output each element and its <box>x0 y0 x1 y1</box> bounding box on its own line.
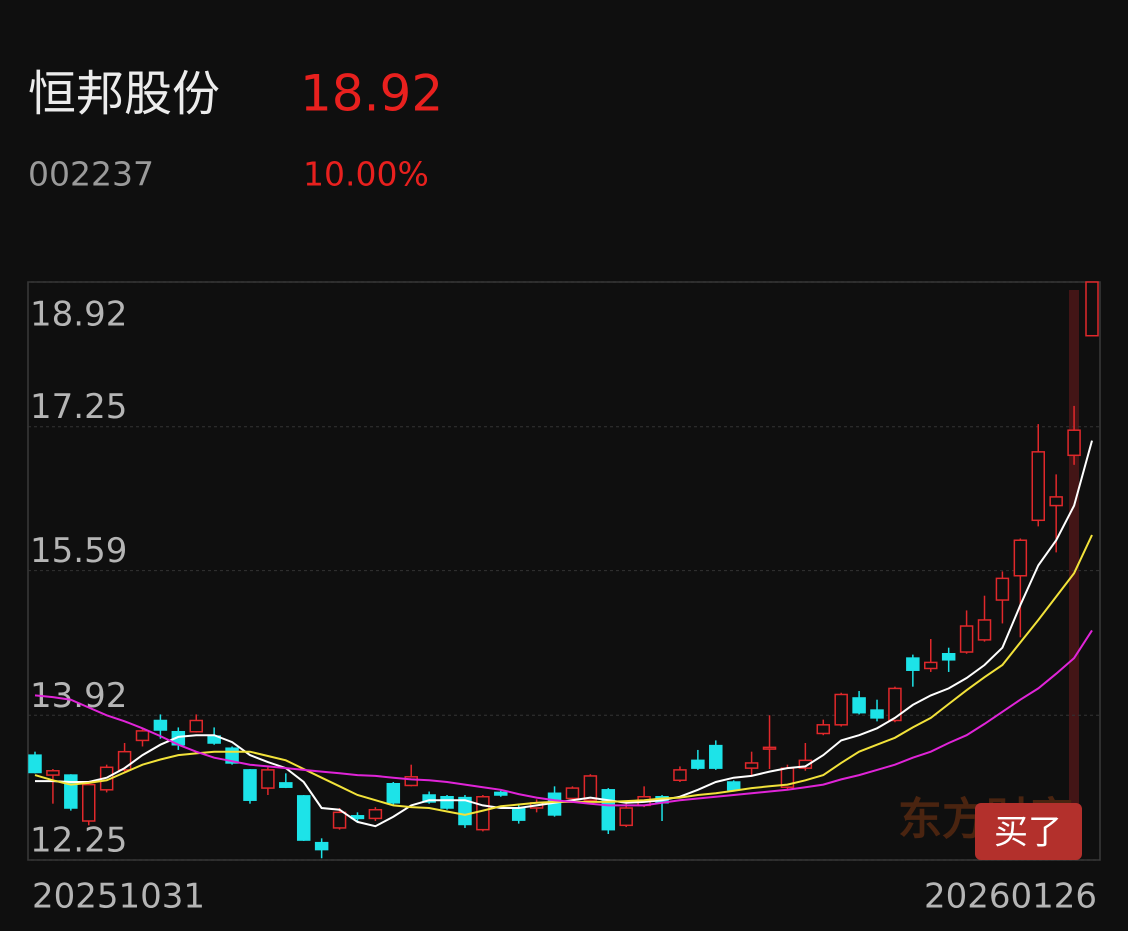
candle-body <box>709 744 723 769</box>
candle-body <box>261 769 275 789</box>
candle-body <box>511 807 526 821</box>
stock-code: 002237 <box>28 155 154 194</box>
candle-body <box>816 724 831 735</box>
candle-body <box>565 787 580 800</box>
candle-body <box>279 782 293 788</box>
candle-body <box>440 795 454 809</box>
candle-body <box>153 719 168 731</box>
candle-body <box>977 619 992 641</box>
y-tick-label: 18.92 <box>30 295 127 335</box>
candle-body <box>583 775 598 801</box>
candle-body <box>870 709 884 719</box>
moving-average-line <box>34 629 1093 807</box>
candle-body <box>458 796 472 826</box>
candle-body <box>243 769 257 801</box>
candle-body <box>619 807 633 827</box>
candle-body <box>64 774 78 809</box>
y-tick-label: 15.59 <box>30 531 127 571</box>
candle-body <box>314 841 329 851</box>
candle-body <box>691 759 705 769</box>
candle-body <box>81 783 96 822</box>
x-tick-label: 20260126 <box>924 877 1097 917</box>
candle-body <box>1031 451 1046 522</box>
candle-body <box>135 730 150 742</box>
candle-body <box>1013 539 1028 577</box>
buy-button[interactable] <box>975 803 1082 860</box>
candle-body <box>422 794 436 803</box>
candle-body <box>46 769 60 776</box>
buy-button-label[interactable]: 买了 <box>994 813 1062 853</box>
candle-body <box>726 781 741 791</box>
candle-body <box>189 719 203 733</box>
candle-body <box>798 759 813 769</box>
candle-body <box>762 746 777 750</box>
stock-price: 18.92 <box>300 65 443 123</box>
candle-body <box>386 782 401 804</box>
stock-name: 恒邦股份 <box>28 66 220 122</box>
candle-body <box>494 791 508 796</box>
candle-body <box>1067 429 1081 457</box>
candle-body <box>959 625 974 653</box>
candle-body <box>744 762 759 769</box>
candle-body <box>852 697 866 714</box>
candle-body <box>1049 496 1063 507</box>
candle-body <box>404 776 418 787</box>
candle-body <box>924 661 938 670</box>
candle-body <box>332 811 347 829</box>
x-tick-label: 20251031 <box>32 877 205 917</box>
stock-change: 10.00% <box>303 155 429 194</box>
y-tick-label: 17.25 <box>30 387 127 427</box>
y-tick-label: 12.25 <box>30 821 127 861</box>
candle-body <box>28 754 42 774</box>
candle-body <box>906 657 920 671</box>
candle-body <box>673 769 687 782</box>
candle-body <box>601 789 616 831</box>
candle-body <box>1085 281 1099 337</box>
candle-body <box>834 693 848 726</box>
candle-body <box>368 808 383 820</box>
candle-body <box>995 577 1010 601</box>
highlight-column <box>1069 290 1079 820</box>
candle-body <box>941 653 956 661</box>
candle-body <box>476 795 490 831</box>
candle-body <box>296 795 311 841</box>
candle-body <box>888 687 902 722</box>
